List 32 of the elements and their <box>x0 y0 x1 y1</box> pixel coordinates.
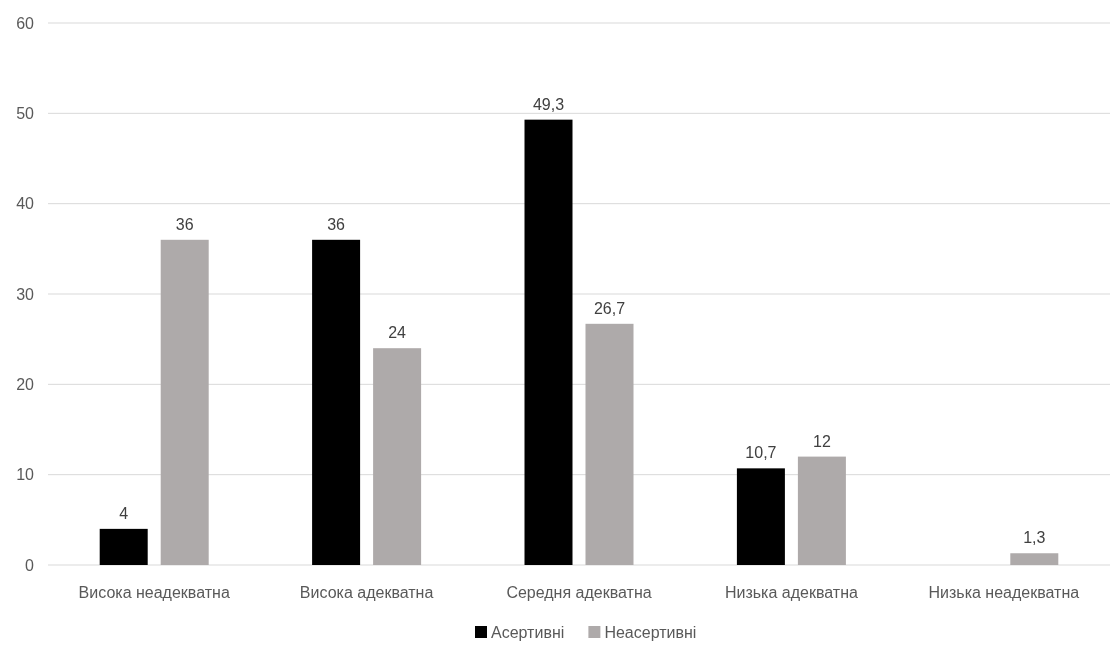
x-tick-label: Висока неадекватна <box>78 584 230 601</box>
legend-label: Неасертивні <box>604 624 697 641</box>
x-tick-label: Висока адекватна <box>299 584 434 601</box>
data-label: 49,3 <box>532 95 565 113</box>
bar <box>797 456 846 565</box>
y-tick-label: 20 <box>16 375 35 393</box>
data-label: 12 <box>813 432 831 450</box>
data-label: 24 <box>388 324 407 342</box>
y-tick-label: 10 <box>16 466 35 484</box>
bar <box>99 528 148 565</box>
y-tick-label: 0 <box>25 556 35 574</box>
y-tick-label: 40 <box>16 195 35 213</box>
x-tick-label: Середня адекватна <box>506 584 652 601</box>
y-tick-label: 50 <box>16 104 35 122</box>
y-tick-label: 30 <box>16 285 35 303</box>
data-label: 26,7 <box>593 299 626 317</box>
bar <box>373 348 422 565</box>
x-tick-label: Низька неадекватна <box>928 584 1080 601</box>
bar <box>585 323 634 565</box>
data-label: 36 <box>327 215 346 233</box>
data-label: 10,7 <box>745 444 777 462</box>
data-label: 36 <box>175 215 194 233</box>
y-tick-label: 60 <box>16 14 35 32</box>
legend-label: Асертивні <box>491 624 565 641</box>
bar <box>312 239 361 565</box>
bar <box>160 239 209 565</box>
data-label: 1,3 <box>1023 529 1046 547</box>
data-label: 4 <box>119 504 129 522</box>
bar <box>524 119 573 565</box>
x-tick-label: Низька адекватна <box>724 584 858 601</box>
bar <box>736 468 785 565</box>
bar <box>1010 553 1059 565</box>
